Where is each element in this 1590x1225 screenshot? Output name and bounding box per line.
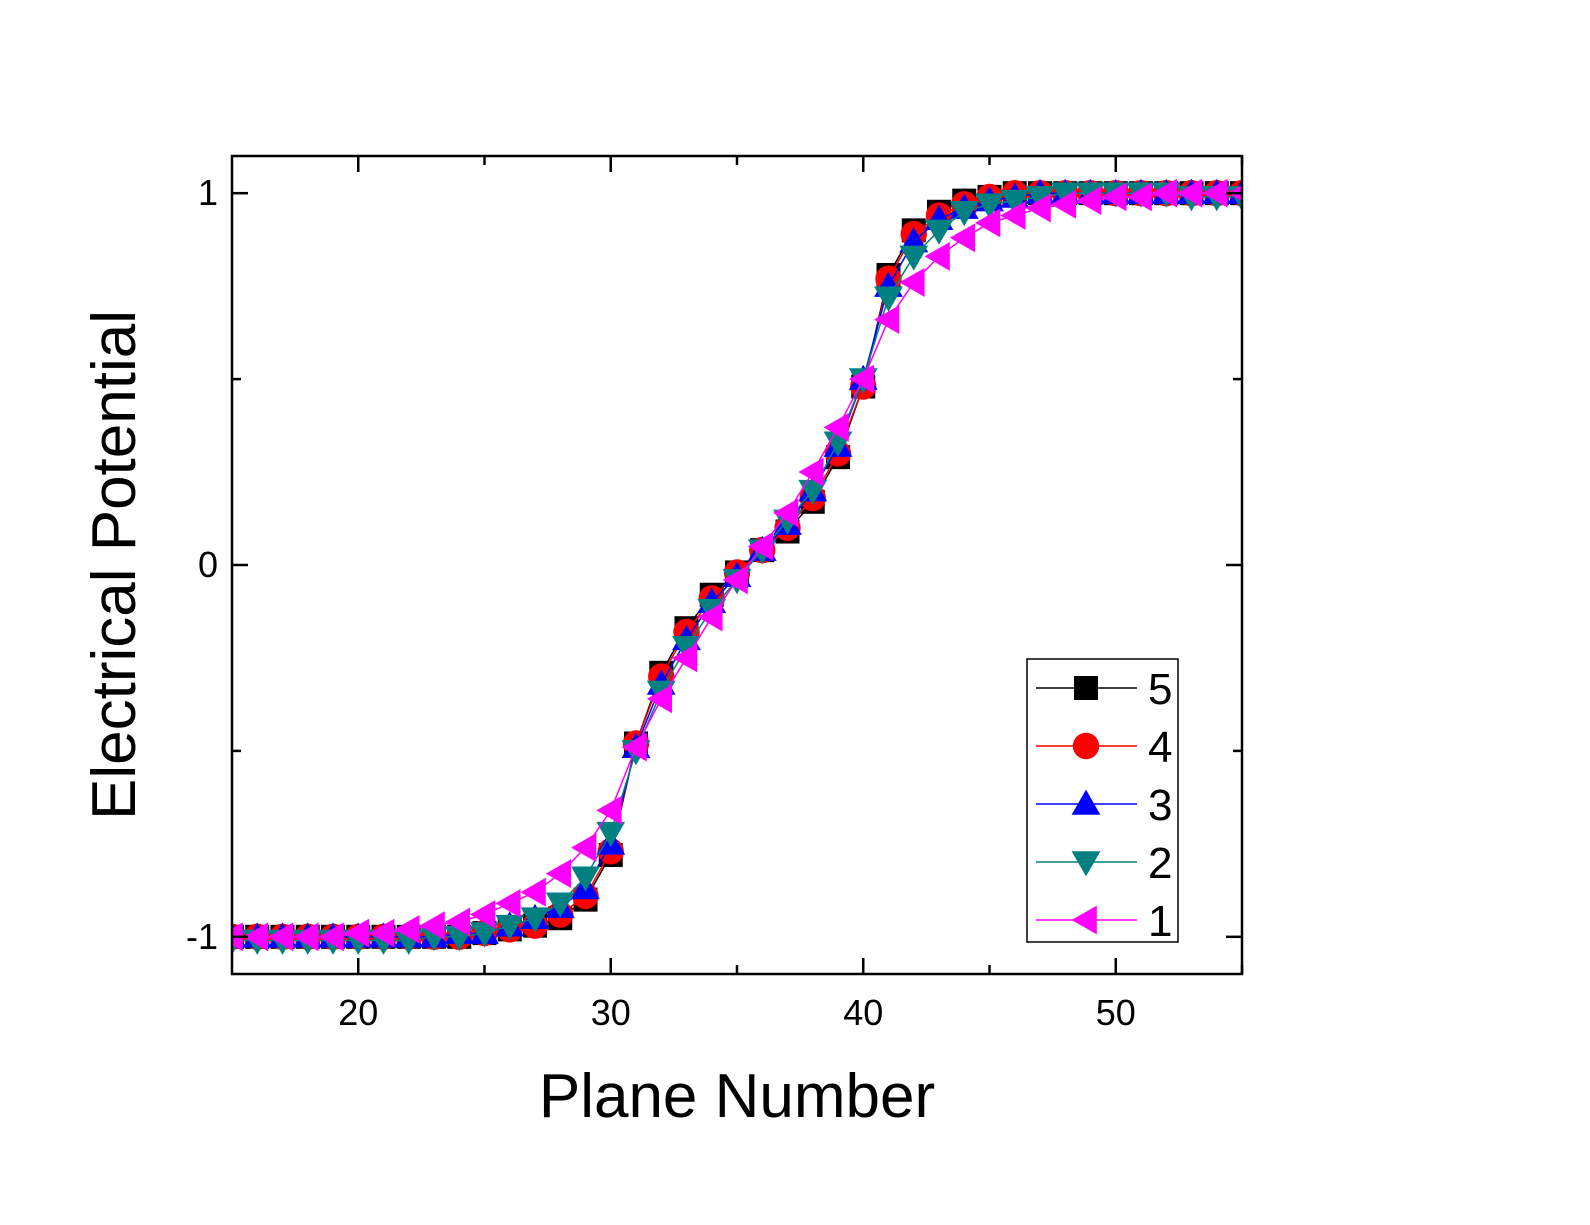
data-point: [1177, 178, 1203, 208]
data-point: [545, 892, 575, 918]
data-point: [242, 922, 269, 952]
data-point: [823, 413, 849, 442]
data-point: [747, 532, 774, 561]
legend-item: 3: [1036, 781, 1172, 830]
y-tick-label: 0: [198, 544, 218, 585]
data-point: [495, 888, 521, 918]
data-point: [1151, 178, 1178, 208]
data-point: [1050, 182, 1080, 208]
legend-marker: [1072, 732, 1100, 760]
legend-marker: [1071, 789, 1101, 815]
data-point: [470, 922, 499, 948]
axis-ticks: [232, 156, 1244, 974]
data-point: [899, 268, 925, 297]
legend-box: [1026, 658, 1179, 943]
data-point: [874, 286, 903, 312]
data-point: [596, 796, 622, 825]
data-point: [975, 193, 1004, 219]
x-axis-title: Plane Number: [539, 1062, 935, 1131]
legend-label: 5: [1148, 665, 1172, 714]
data-point: [369, 918, 395, 948]
data-point: [343, 918, 370, 948]
data-point: [1076, 186, 1102, 216]
data-point: [874, 305, 900, 334]
data-point: [520, 877, 546, 907]
data-point: [293, 922, 319, 952]
data-point: [1101, 182, 1127, 212]
legend-label: 4: [1148, 723, 1172, 772]
legend-marker: [1071, 905, 1097, 935]
data-point: [520, 907, 550, 933]
y-tick-label: -1: [186, 916, 218, 957]
data-point: [1050, 189, 1077, 219]
data-point: [470, 900, 496, 929]
data-point: [924, 219, 954, 245]
data-point: [1202, 178, 1228, 208]
data-point: [646, 684, 673, 714]
data-point: [949, 223, 976, 253]
data-point: [1025, 186, 1055, 212]
x-tick-label: 40: [843, 992, 883, 1033]
data-point: [697, 602, 723, 632]
data-point: [571, 866, 600, 892]
data-point: [975, 208, 1001, 238]
data-point: [798, 457, 824, 487]
data-point: [1025, 193, 1051, 223]
data-point: [924, 241, 950, 271]
data-point: [444, 907, 471, 937]
legend-label: 1: [1148, 897, 1172, 946]
data-point: [798, 479, 828, 506]
data-point: [672, 636, 701, 662]
legend-label: 2: [1148, 839, 1172, 888]
data-point: [545, 859, 572, 889]
data-point: [571, 833, 597, 862]
data-point: [672, 643, 698, 673]
y-axis-title: Electrical Potential: [80, 310, 149, 820]
data-point: [419, 911, 445, 941]
legend-item: 2: [1036, 839, 1172, 888]
series-layer: [232, 178, 1242, 955]
data-point: [596, 821, 626, 848]
series-1: [232, 178, 1242, 952]
x-tick-label: 20: [338, 992, 378, 1033]
data-point: [621, 732, 647, 762]
legend: 5 4 3 2 1: [1026, 658, 1179, 946]
data-point: [949, 200, 979, 227]
data-point: [848, 364, 875, 394]
legend-item: 1: [1036, 897, 1172, 946]
data-point: [773, 498, 799, 528]
data-point: [722, 565, 748, 595]
data-point: [1000, 201, 1026, 230]
data-point: [495, 914, 525, 941]
y-tick-label: 1: [198, 172, 218, 213]
legend-label: 3: [1148, 781, 1172, 830]
x-tick-label: 30: [591, 992, 631, 1033]
data-point: [394, 914, 420, 944]
legend-item: 5: [1036, 665, 1172, 714]
x-tick-label: 50: [1096, 992, 1136, 1033]
data-point: [1126, 182, 1152, 212]
data-point: [1000, 189, 1030, 216]
legend-item: 4: [1036, 723, 1172, 772]
tick-labels: 20 30 40 50 -1 0 1: [186, 172, 1136, 1033]
data-point: [268, 922, 294, 952]
legend-marker: [1074, 676, 1098, 700]
data-point: [899, 245, 929, 271]
data-point: [318, 922, 344, 952]
legend-marker: [1071, 851, 1101, 877]
